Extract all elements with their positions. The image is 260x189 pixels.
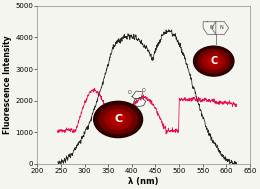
Text: C: C	[114, 115, 122, 124]
Text: N: N	[210, 25, 213, 30]
Circle shape	[99, 105, 137, 134]
Y-axis label: Fluorescence Intensity: Fluorescence Intensity	[3, 36, 12, 134]
Circle shape	[96, 103, 141, 136]
Circle shape	[105, 109, 132, 129]
Circle shape	[94, 101, 142, 138]
Circle shape	[198, 50, 230, 73]
Circle shape	[193, 46, 234, 76]
Text: O: O	[128, 91, 132, 95]
Circle shape	[195, 47, 232, 75]
Text: N: N	[219, 25, 223, 30]
Text: O: O	[142, 88, 146, 93]
Text: C: C	[210, 56, 217, 66]
Circle shape	[208, 57, 220, 66]
X-axis label: λ (nm): λ (nm)	[128, 177, 159, 186]
Circle shape	[111, 114, 126, 125]
Circle shape	[203, 53, 225, 69]
